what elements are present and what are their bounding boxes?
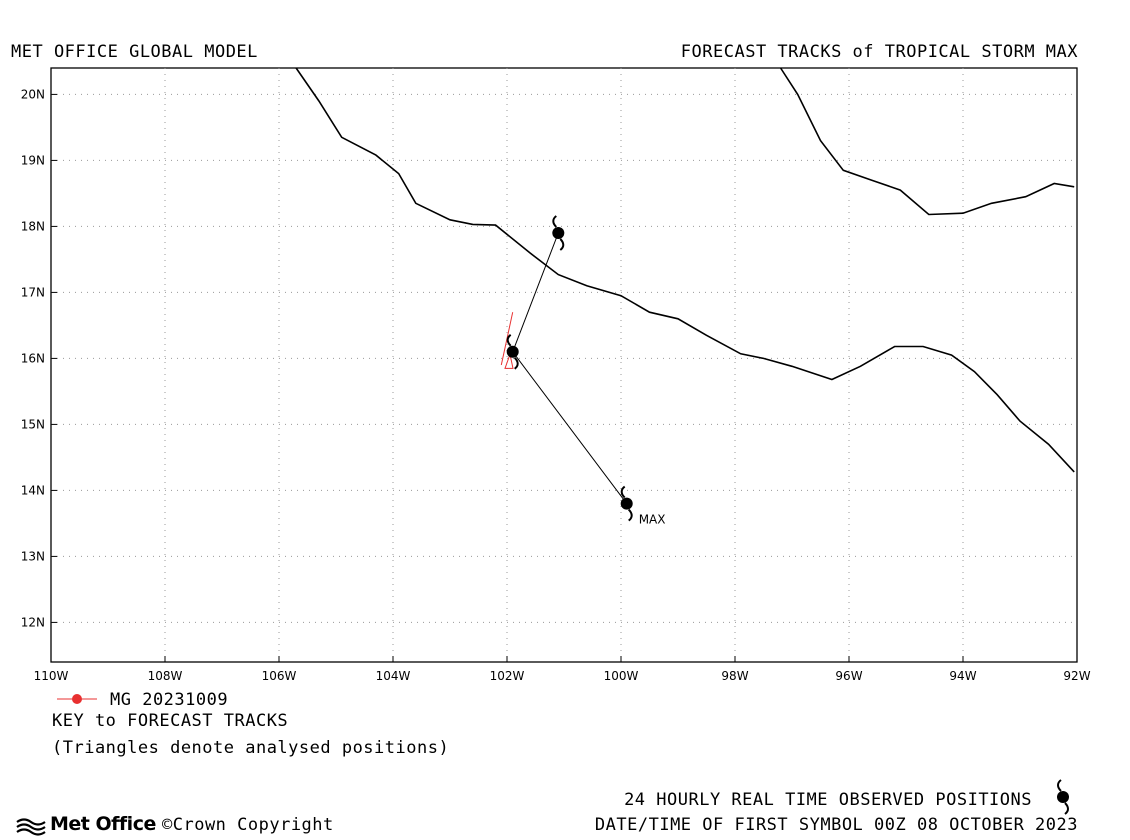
y-tick-label: 16N [21, 351, 45, 365]
x-tick-label: 102W [490, 669, 525, 683]
storm-name-label: MAX [639, 513, 666, 527]
storm-position-icon [620, 485, 633, 522]
x-tick-label: 110W [34, 669, 69, 683]
map-frame [50, 67, 1078, 663]
legend-model-entry: MG 20231009 [110, 690, 229, 710]
storm-tracks: MAX [500, 215, 666, 527]
storm-position-icon [506, 334, 519, 370]
grid-lines [51, 68, 1077, 662]
x-tick-label: 108W [148, 669, 183, 683]
legend-note: (Triangles denote analysed positions) [52, 738, 450, 758]
forecast-title: FORECAST TRACKS of TROPICAL STORM MAX [680, 42, 1078, 62]
y-tick-label: 20N [21, 87, 45, 101]
coastlines [295, 67, 1075, 473]
y-tick-label: 17N [21, 285, 45, 299]
x-tick-label: 104W [376, 669, 411, 683]
legend-forecast-symbol [57, 694, 97, 704]
y-tick-label: 15N [21, 417, 45, 431]
analysed-position-triangle [504, 352, 514, 369]
met-office-logo-icon [16, 818, 46, 836]
observed-positions-label: 24 HOURLY REAL TIME OBSERVED POSITIONS [624, 790, 1032, 810]
x-tick-label: 94W [949, 669, 976, 683]
x-tick-label: 106W [262, 669, 297, 683]
met-office-brand: Met Office [50, 813, 156, 835]
y-tick-label: 14N [21, 483, 45, 497]
observed-track-line [512, 232, 628, 504]
y-tick-label: 19N [21, 153, 45, 167]
model-title: MET OFFICE GLOBAL MODEL [11, 42, 258, 62]
coastline [295, 67, 1075, 473]
x-tick-label: 92W [1063, 669, 1090, 683]
x-tick-label: 100W [604, 669, 639, 683]
x-tick-label: 98W [721, 669, 748, 683]
first-symbol-datetime: DATE/TIME OF FIRST SYMBOL 00Z 08 OCTOBER… [594, 815, 1078, 835]
crown-copyright: ©Crown Copyright [162, 815, 334, 835]
y-tick-label: 13N [21, 549, 45, 563]
coastline [779, 67, 1075, 216]
y-tick-label: 18N [21, 219, 45, 233]
y-tick-label: 12N [21, 615, 45, 629]
storm-position-icon [552, 215, 565, 251]
observed-storm-icon [1057, 779, 1069, 815]
axis-ticks: 110W 108W 106W 104W 102W 100W 98W 96W 94W 92W 12N 1… [21, 87, 1091, 683]
legend-key-title: KEY to FORECAST TRACKS [52, 711, 289, 731]
x-tick-label: 96W [835, 669, 862, 683]
